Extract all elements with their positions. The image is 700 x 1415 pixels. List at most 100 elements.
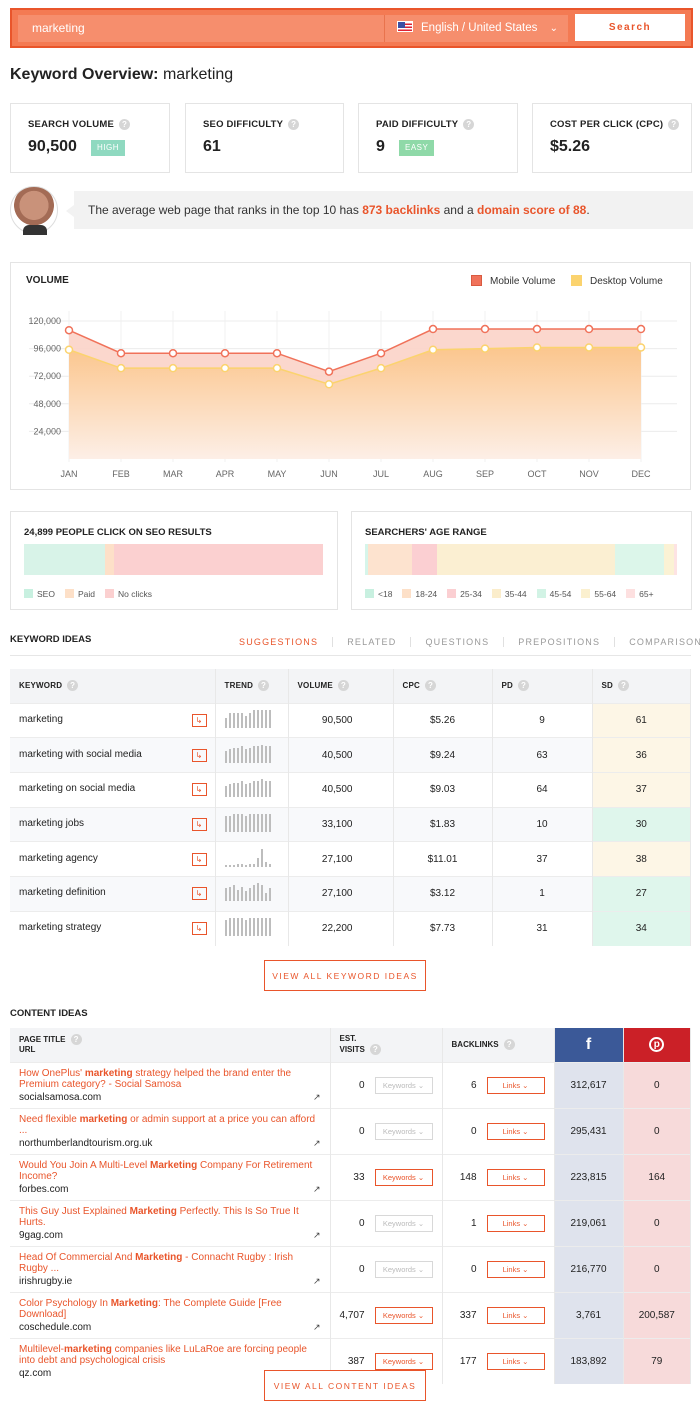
page-title-link[interactable]: This Guy Just Explained Marketing Perfec… [19,1206,321,1228]
open-keyword-icon[interactable]: ↳ [192,714,207,727]
open-keyword-icon[interactable]: ↳ [192,853,207,866]
page-title-link[interactable]: Multilevel-marketing companies like LuLa… [19,1344,321,1366]
table-row[interactable]: marketing jobs ↳ 33,100 $1.83 10 30 [10,807,691,842]
help-icon[interactable]: ? [119,119,130,130]
desktop-point [586,344,593,351]
table-row[interactable]: marketing on social media ↳ 40,500 $9.03 64 3… [10,772,691,807]
open-keyword-icon[interactable]: ↳ [192,887,207,900]
tab-comparisons[interactable]: COMPARISONS [615,637,700,647]
trend-bar [253,781,255,797]
page-title-link[interactable]: Need flexible marketing or admin support… [19,1114,321,1136]
cpc-cell: $3.12 [393,876,492,911]
links-button[interactable]: Links ⌄ [487,1215,545,1232]
keywords-button[interactable]: Keywords ⌄ [375,1307,433,1324]
keywords-button[interactable]: Keywords ⌄ [375,1261,433,1278]
keyword-cell[interactable]: marketing agency ↳ [10,842,215,877]
external-link-icon[interactable]: ↗ [313,1138,321,1149]
help-icon[interactable]: ? [258,680,269,691]
col-facebook[interactable]: f [554,1028,623,1062]
help-icon[interactable]: ? [504,1039,515,1050]
help-icon[interactable]: ? [338,680,349,691]
help-icon[interactable]: ? [618,680,629,691]
keywords-button[interactable]: Keywords ⌄ [375,1077,433,1094]
external-link-icon[interactable]: ↗ [313,1322,321,1333]
backlinks-cell: 6 Links ⌄ [442,1062,554,1108]
help-icon[interactable]: ? [425,680,436,691]
keywords-button[interactable]: Keywords ⌄ [375,1353,433,1370]
table-row[interactable]: marketing ↳ 90,500 $5.26 9 61 [10,703,691,738]
table-row[interactable]: marketing strategy ↳ 22,200 $7.73 31 34 [10,911,691,946]
help-icon[interactable]: ? [463,119,474,130]
trend-bar [241,864,243,867]
help-icon[interactable]: ? [71,1034,82,1045]
links-button[interactable]: Links ⌄ [487,1261,545,1278]
help-icon[interactable]: ? [288,119,299,130]
col-trend[interactable]: TREND? [215,669,288,703]
search-button[interactable]: Search [575,14,685,41]
help-icon[interactable]: ? [518,680,529,691]
keyword-cell[interactable]: marketing on social media ↳ [10,772,215,807]
links-button[interactable]: Links ⌄ [487,1169,545,1186]
links-button[interactable]: Links ⌄ [487,1077,545,1094]
open-keyword-icon[interactable]: ↳ [192,818,207,831]
keyword-cell[interactable]: marketing ↳ [10,703,215,738]
mobile-point [378,350,385,357]
trend-bar [241,814,243,832]
open-keyword-icon[interactable]: ↳ [192,783,207,796]
keyword-cell[interactable]: marketing strategy ↳ [10,911,215,946]
col-cpc[interactable]: CPC? [393,669,492,703]
keywords-button[interactable]: Keywords ⌄ [375,1123,433,1140]
page-title-link[interactable]: Color Psychology In Marketing: The Compl… [19,1298,321,1320]
tab-prepositions[interactable]: PREPOSITIONS [504,637,615,647]
x-tick-label: JAN [60,469,77,479]
volume-chart-svg: 120,000 96,000 72,000 48,000 24,000 JAN FEB MAR… [11,263,692,491]
legend-desktop[interactable]: Desktop Volume [571,275,663,287]
col-page-title[interactable]: PAGE TITLE? URL [10,1028,330,1062]
tab-suggestions[interactable]: SUGGESTIONS [225,637,333,647]
keyword-cell[interactable]: marketing with social media ↳ [10,738,215,773]
tab-related[interactable]: RELATED [333,637,411,647]
trend-bar [229,865,231,867]
keyword-cell[interactable]: marketing jobs ↳ [10,807,215,842]
view-all-content-ideas-button[interactable]: VIEW ALL CONTENT IDEAS [264,1370,426,1401]
external-link-icon[interactable]: ↗ [313,1276,321,1287]
col-est-visits[interactable]: EST. VISITS? [330,1028,442,1062]
page-title-link[interactable]: Head Of Commercial And Marketing - Conna… [19,1252,321,1274]
col-keyword[interactable]: KEYWORD? [10,669,215,703]
external-link-icon[interactable]: ↗ [313,1184,321,1195]
open-keyword-icon[interactable]: ↳ [192,749,207,762]
col-pd[interactable]: PD? [492,669,592,703]
trend-bar [249,864,251,867]
col-backlinks[interactable]: BACKLINKS? [442,1028,554,1062]
legend-item: 18-24 [402,589,437,599]
locale-select[interactable]: English / United States ⌄ [384,15,568,42]
view-all-keyword-ideas-button[interactable]: VIEW ALL KEYWORD IDEAS [264,960,426,991]
search-input[interactable]: marketing [18,15,392,42]
col-sd[interactable]: SD? [592,669,691,703]
keywords-button[interactable]: Keywords ⌄ [375,1169,433,1186]
open-keyword-icon[interactable]: ↳ [192,922,207,935]
col-volume[interactable]: VOLUME? [288,669,393,703]
legend-mobile[interactable]: Mobile Volume [471,275,556,287]
table-row[interactable]: marketing with social media ↳ 40,500 $9.24 6… [10,738,691,773]
trend-bar [261,814,263,832]
external-link-icon[interactable]: ↗ [313,1230,321,1241]
legend-item: <18 [365,589,392,599]
links-button[interactable]: Links ⌄ [487,1123,545,1140]
keywords-button[interactable]: Keywords ⌄ [375,1215,433,1232]
table-row[interactable]: marketing agency ↳ 27,100 $11.01 37 38 [10,842,691,877]
tab-questions[interactable]: QUESTIONS [411,637,504,647]
page-title-link[interactable]: How OnePlus' marketing strategy helped t… [19,1068,321,1090]
links-button[interactable]: Links ⌄ [487,1307,545,1324]
help-icon[interactable]: ? [370,1044,381,1055]
links-button[interactable]: Links ⌄ [487,1353,545,1370]
help-icon[interactable]: ? [668,119,679,130]
keyword-cell[interactable]: marketing definition ↳ [10,876,215,911]
external-link-icon[interactable]: ↗ [313,1092,321,1103]
trend-bar [269,918,271,936]
col-pinterest[interactable]: p [623,1028,690,1062]
help-icon[interactable]: ? [67,680,78,691]
table-row[interactable]: marketing definition ↳ 27,100 $3.12 1 27 [10,876,691,911]
page-title-link[interactable]: Would You Join A Multi-Level Marketing C… [19,1160,321,1182]
pd-cell: 9 [492,703,592,738]
